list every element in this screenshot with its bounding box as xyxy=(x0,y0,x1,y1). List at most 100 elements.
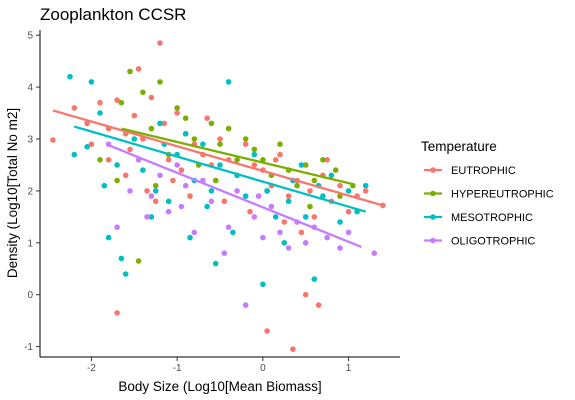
point-eutrophic-32 xyxy=(290,346,296,353)
legend-point-mesotrophic xyxy=(430,214,436,220)
point-eutrophic-3 xyxy=(97,99,103,106)
point-oligotrophic-17 xyxy=(268,203,275,210)
point-hypereutrophic-10 xyxy=(208,120,215,127)
point-hypereutrophic-30 xyxy=(212,177,219,184)
point-eutrophic-53 xyxy=(88,141,95,147)
point-hypereutrophic-8 xyxy=(191,136,198,142)
point-mesotrophic-26 xyxy=(260,281,266,288)
point-eutrophic-7 xyxy=(127,146,133,153)
point-oligotrophic-6 xyxy=(165,208,172,215)
point-mesotrophic-21 xyxy=(225,79,232,85)
point-hypereutrophic-22 xyxy=(311,177,318,184)
point-mesotrophic-8 xyxy=(131,136,138,142)
x-axis-ticks: -2 -1 0 1 xyxy=(87,357,352,374)
point-mesotrophic-19 xyxy=(208,188,215,194)
point-hypereutrophic-6 xyxy=(174,105,180,111)
point-eutrophic-1 xyxy=(71,105,78,111)
x-tick-label: 0 xyxy=(260,363,266,374)
point-hypereutrophic-28 xyxy=(114,177,120,184)
point-eutrophic-44 xyxy=(114,310,120,316)
point-oligotrophic-7 xyxy=(174,162,180,168)
point-mesotrophic-15 xyxy=(182,131,189,137)
point-mesotrophic-1 xyxy=(71,151,78,158)
point-hypereutrophic-24 xyxy=(332,167,339,173)
point-eutrophic-26 xyxy=(251,162,258,168)
point-oligotrophic-15 xyxy=(251,214,258,220)
fit-line-eutrophic xyxy=(52,109,384,207)
point-eutrophic-0 xyxy=(50,137,56,143)
legend-point-eutrophic xyxy=(430,167,436,173)
point-hypereutrophic-18 xyxy=(277,141,283,147)
point-mesotrophic-5 xyxy=(105,234,112,241)
point-mesotrophic-35 xyxy=(328,172,335,179)
point-eutrophic-50 xyxy=(281,219,288,225)
point-eutrophic-52 xyxy=(105,157,112,163)
point-mesotrophic-9 xyxy=(140,167,146,173)
point-oligotrophic-20 xyxy=(302,240,309,246)
point-hypereutrophic-11 xyxy=(217,141,223,147)
fit-line-oligotrophic xyxy=(108,144,362,249)
x-tick-label: -1 xyxy=(173,363,182,374)
point-eutrophic-16 xyxy=(178,167,185,173)
point-eutrophic-35 xyxy=(307,188,313,194)
point-mesotrophic-16 xyxy=(187,234,193,241)
point-mesotrophic-40 xyxy=(118,255,125,262)
point-eutrophic-36 xyxy=(311,214,318,220)
x-tick-label: 1 xyxy=(346,363,352,374)
point-eutrophic-47 xyxy=(187,193,193,199)
point-oligotrophic-12 xyxy=(225,224,232,230)
point-mesotrophic-4 xyxy=(101,182,108,189)
point-hypereutrophic-20 xyxy=(294,182,300,189)
point-mesotrophic-34 xyxy=(320,193,326,199)
point-oligotrophic-23 xyxy=(345,229,352,236)
point-hypereutrophic-1 xyxy=(127,68,133,75)
point-mesotrophic-29 xyxy=(281,240,288,246)
point-eutrophic-13 xyxy=(161,120,168,127)
point-eutrophic-59 xyxy=(362,188,369,194)
legend-label-oligotrophic: OLIGOTROPHIC xyxy=(451,236,535,248)
legend-label-eutrophic: EUTROPHIC xyxy=(451,165,516,177)
point-eutrophic-22 xyxy=(217,136,223,142)
fit-line-mesotrophic xyxy=(73,125,367,213)
point-eutrophic-58 xyxy=(324,157,330,163)
point-mesotrophic-10 xyxy=(148,214,155,220)
fit-line-hypereutrophic xyxy=(121,127,354,186)
point-eutrophic-54 xyxy=(122,172,129,179)
point-eutrophic-28 xyxy=(264,328,270,334)
point-hypereutrophic-0 xyxy=(118,99,125,106)
legend: Temperature EUTROPHIC HYPEREUTROPHIC MESOT… xyxy=(421,139,554,248)
point-hypereutrophic-21 xyxy=(302,162,309,168)
point-eutrophic-2 xyxy=(84,120,90,127)
point-hypereutrophic-23 xyxy=(320,157,326,163)
x-tick-label: -2 xyxy=(87,363,96,374)
point-oligotrophic-13 xyxy=(234,188,240,194)
chart-title: Zooplankton CCSR xyxy=(40,5,186,24)
legend-label-hypereutrophic: HYPEREUTROPHIC xyxy=(451,189,554,201)
y-axis-ticks: -1 0 1 2 3 4 5 xyxy=(24,31,40,353)
point-mesotrophic-25 xyxy=(251,151,258,158)
point-mesotrophic-2 xyxy=(88,79,95,85)
point-oligotrophic-27 xyxy=(277,229,283,236)
point-eutrophic-15 xyxy=(174,110,180,116)
point-hypereutrophic-14 xyxy=(242,136,249,142)
point-eutrophic-25 xyxy=(242,141,249,147)
point-mesotrophic-6 xyxy=(114,162,120,168)
point-oligotrophic-16 xyxy=(260,234,266,241)
point-oligotrophic-30 xyxy=(324,234,330,241)
point-oligotrophic-8 xyxy=(182,182,189,189)
point-mesotrophic-11 xyxy=(157,120,163,127)
point-eutrophic-45 xyxy=(144,188,150,194)
legend-label-mesotrophic: MESOTROPHIC xyxy=(451,212,533,224)
point-hypereutrophic-3 xyxy=(148,125,155,132)
point-mesotrophic-24 xyxy=(242,193,249,199)
point-mesotrophic-31 xyxy=(298,162,305,168)
point-hypereutrophic-13 xyxy=(234,157,240,163)
point-mesotrophic-39 xyxy=(362,182,369,189)
point-mesotrophic-32 xyxy=(302,214,309,220)
point-mesotrophic-20 xyxy=(217,162,223,168)
point-eutrophic-55 xyxy=(170,177,176,184)
point-oligotrophic-26 xyxy=(255,193,262,199)
point-mesotrophic-3 xyxy=(97,110,103,116)
point-eutrophic-20 xyxy=(204,115,210,121)
point-hypereutrophic-12 xyxy=(225,125,232,132)
